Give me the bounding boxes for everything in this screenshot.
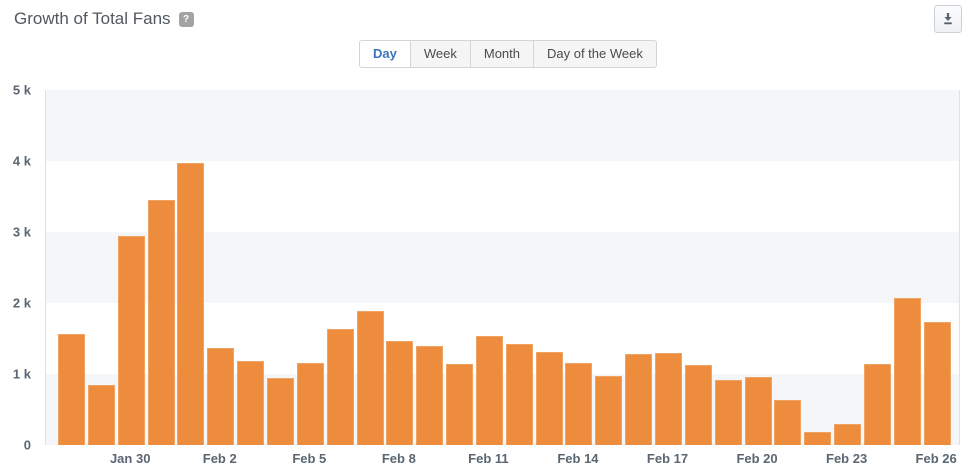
bar-feb-16[interactable] xyxy=(625,354,653,445)
bar-jan-29[interactable] xyxy=(87,385,115,445)
download-button[interactable] xyxy=(934,5,962,33)
x-tick-label: Feb 11 xyxy=(468,451,509,466)
x-tick-label: Feb 26 xyxy=(915,451,957,466)
bar-feb-8[interactable] xyxy=(386,341,414,445)
bar-feb-25[interactable] xyxy=(893,298,921,445)
x-tick-label: Feb 14 xyxy=(557,451,599,466)
bar-feb-7[interactable] xyxy=(356,310,384,445)
x-tick-label: Feb 20 xyxy=(736,451,778,466)
x-tick-label: Feb 17 xyxy=(646,451,689,466)
bar-jan-28[interactable] xyxy=(58,333,85,445)
download-icon xyxy=(941,12,955,26)
bar-feb-9[interactable] xyxy=(416,345,444,445)
tab-day[interactable]: Day xyxy=(359,40,411,68)
bar-feb-5[interactable] xyxy=(296,363,324,445)
bar-feb-20[interactable] xyxy=(744,376,772,445)
bar-feb-18[interactable] xyxy=(684,364,712,445)
bar-feb-15[interactable] xyxy=(595,376,623,445)
y-tick-label: 1 k xyxy=(12,366,31,382)
bar-feb-14[interactable] xyxy=(565,363,593,445)
bar-feb-6[interactable] xyxy=(326,328,354,445)
bar-feb-19[interactable] xyxy=(714,379,742,445)
interval-tab-bar: Day Week Month Day of the Week xyxy=(359,40,657,68)
chart-header: Growth of Total Fans ? xyxy=(14,9,194,29)
x-tick-label: Feb 5 xyxy=(292,451,327,466)
plot-area xyxy=(45,90,960,445)
bar-feb-2[interactable] xyxy=(207,347,235,445)
y-axis: 0 1 k 2 k 3 k 4 k 5 k xyxy=(0,83,44,453)
bar-feb-23[interactable] xyxy=(834,423,862,445)
x-tick-label: Feb 23 xyxy=(826,451,868,466)
bar-feb-26[interactable] xyxy=(923,322,951,445)
x-tick-label: Jan 30 xyxy=(109,451,151,466)
bar-feb-12[interactable] xyxy=(505,344,533,445)
bar-feb-24[interactable] xyxy=(863,364,891,445)
bar-jan-30[interactable] xyxy=(117,235,145,445)
y-tick-label: 0 xyxy=(23,437,31,453)
bar-feb-22[interactable] xyxy=(804,432,832,445)
bar-feb-17[interactable] xyxy=(655,352,682,445)
y-tick-label: 2 k xyxy=(12,295,31,311)
tab-month[interactable]: Month xyxy=(469,40,534,68)
tab-day-of-the-week[interactable]: Day of the Week xyxy=(533,40,657,68)
page-title: Growth of Total Fans xyxy=(14,9,171,28)
y-tick-label: 3 k xyxy=(12,224,31,240)
bar-feb-4[interactable] xyxy=(266,378,294,445)
grid-band xyxy=(46,90,959,161)
bar-feb-11[interactable] xyxy=(475,336,503,445)
x-tick-label: Feb 2 xyxy=(202,451,237,466)
bar-feb-10[interactable] xyxy=(446,364,474,445)
y-tick-label: 4 k xyxy=(12,153,31,169)
bar-feb-21[interactable] xyxy=(774,400,802,445)
x-tick-label: Feb 8 xyxy=(381,451,416,466)
bar-feb-13[interactable] xyxy=(535,352,563,445)
bar-jan-31[interactable] xyxy=(147,200,175,445)
bar-feb-1[interactable] xyxy=(177,163,205,445)
x-axis: Jan 30 Feb 2 Feb 5 Feb 8 Feb 11 Feb 14 Feb 17 F… xyxy=(45,449,960,469)
y-tick-label: 5 k xyxy=(12,82,31,98)
help-icon[interactable]: ? xyxy=(178,11,194,27)
tab-week[interactable]: Week xyxy=(409,40,471,68)
bar-feb-3[interactable] xyxy=(237,360,265,445)
